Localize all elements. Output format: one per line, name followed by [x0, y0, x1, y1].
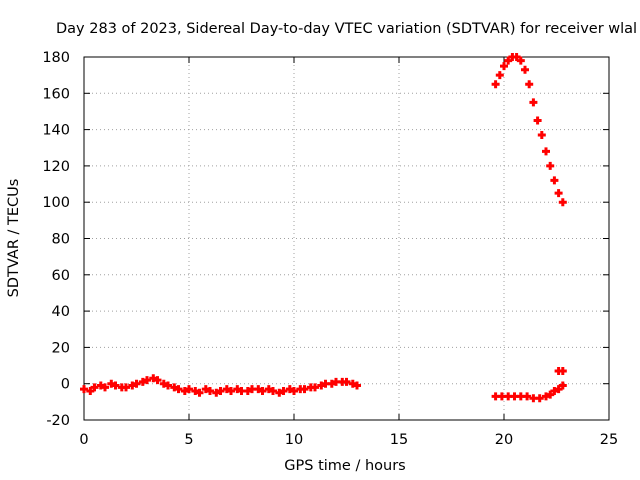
data-point — [521, 65, 529, 74]
data-point — [138, 377, 147, 386]
data-point — [153, 376, 162, 385]
data-point — [558, 366, 567, 375]
y-tick-label: 160 — [42, 86, 70, 102]
data-point — [533, 116, 542, 125]
data-point — [516, 56, 525, 65]
y-axis-label: SDTVAR / TECUs — [6, 179, 22, 298]
data-point — [491, 80, 500, 89]
y-tick-label: 20 — [52, 340, 70, 356]
chart-title: Day 283 of 2023, Sidereal Day-to-day VTE… — [56, 21, 637, 37]
data-point — [495, 71, 504, 80]
data-point — [504, 56, 513, 65]
y-tick-label: 40 — [52, 304, 70, 320]
data-point — [107, 379, 116, 388]
y-tick-label: 140 — [42, 123, 70, 139]
data-point — [149, 374, 158, 383]
data-point — [122, 383, 130, 392]
grid — [84, 57, 609, 420]
y-tick-label: 120 — [42, 159, 70, 175]
data-point — [191, 386, 200, 395]
data-point — [264, 385, 273, 394]
data-point — [206, 386, 214, 395]
data-point — [554, 189, 563, 198]
data-point — [275, 388, 284, 397]
data-point — [201, 385, 210, 394]
y-tick-label: 180 — [42, 50, 70, 66]
y-tick-label: 80 — [52, 232, 70, 248]
data-point — [195, 388, 204, 397]
data-point — [233, 385, 242, 394]
data-point — [96, 381, 105, 390]
data-point — [554, 385, 563, 394]
x-tick-label: 15 — [390, 432, 408, 448]
y-tick-label: -20 — [46, 413, 70, 429]
data-point — [185, 385, 193, 394]
data-point — [111, 381, 120, 390]
data-point — [348, 379, 357, 388]
x-tick-label: 5 — [184, 432, 193, 448]
data-point — [529, 98, 538, 107]
data-point — [300, 385, 309, 394]
data-point — [80, 385, 88, 394]
data-point — [512, 53, 521, 61]
data-point — [174, 385, 183, 394]
x-tick-label: 20 — [495, 432, 513, 448]
data-point — [86, 386, 95, 395]
data-point — [537, 131, 546, 140]
data-point — [327, 379, 336, 388]
data-point — [212, 388, 221, 397]
data-point — [550, 386, 559, 395]
data-point — [164, 381, 172, 390]
data-point — [222, 385, 231, 394]
y-axis-ticks: -20 0 20 40 60 80 100 120 140 160 180 — [42, 50, 609, 429]
x-axis-label: GPS time / hours — [284, 458, 405, 474]
data-point — [523, 392, 532, 401]
data-point — [132, 379, 141, 388]
x-tick-label: 0 — [79, 432, 88, 448]
data-point — [216, 386, 225, 395]
data-point — [550, 176, 559, 185]
data-point — [546, 390, 555, 399]
data-point — [525, 80, 534, 89]
data-point — [546, 161, 555, 170]
data-point — [558, 381, 567, 390]
data-point — [128, 381, 137, 390]
x-tick-label: 25 — [600, 432, 618, 448]
data-point — [542, 147, 550, 156]
data-point — [500, 62, 508, 71]
data-point — [90, 383, 99, 392]
y-tick-label: 0 — [61, 377, 70, 393]
data-point — [269, 386, 277, 395]
data-point — [290, 386, 298, 395]
data-point — [558, 198, 567, 207]
data-point — [143, 376, 151, 385]
data-point — [227, 386, 235, 395]
data-point — [243, 386, 252, 395]
data-point — [254, 385, 263, 394]
data-point — [342, 377, 351, 386]
data-point — [542, 392, 550, 401]
x-axis-ticks: 0 5 10 15 20 25 — [79, 57, 618, 448]
data-point — [285, 385, 294, 394]
data-point — [159, 379, 168, 388]
data-point — [180, 386, 189, 395]
x-tick-label: 10 — [285, 432, 303, 448]
data-point — [279, 386, 288, 395]
data-points — [80, 53, 567, 403]
data-point — [101, 383, 109, 392]
y-tick-label: 100 — [42, 195, 70, 211]
data-point — [535, 394, 544, 403]
data-point — [353, 381, 361, 390]
data-point — [258, 386, 267, 395]
y-tick-label: 60 — [52, 268, 70, 284]
data-point — [311, 383, 319, 392]
data-point — [170, 383, 179, 392]
data-point — [317, 381, 326, 390]
